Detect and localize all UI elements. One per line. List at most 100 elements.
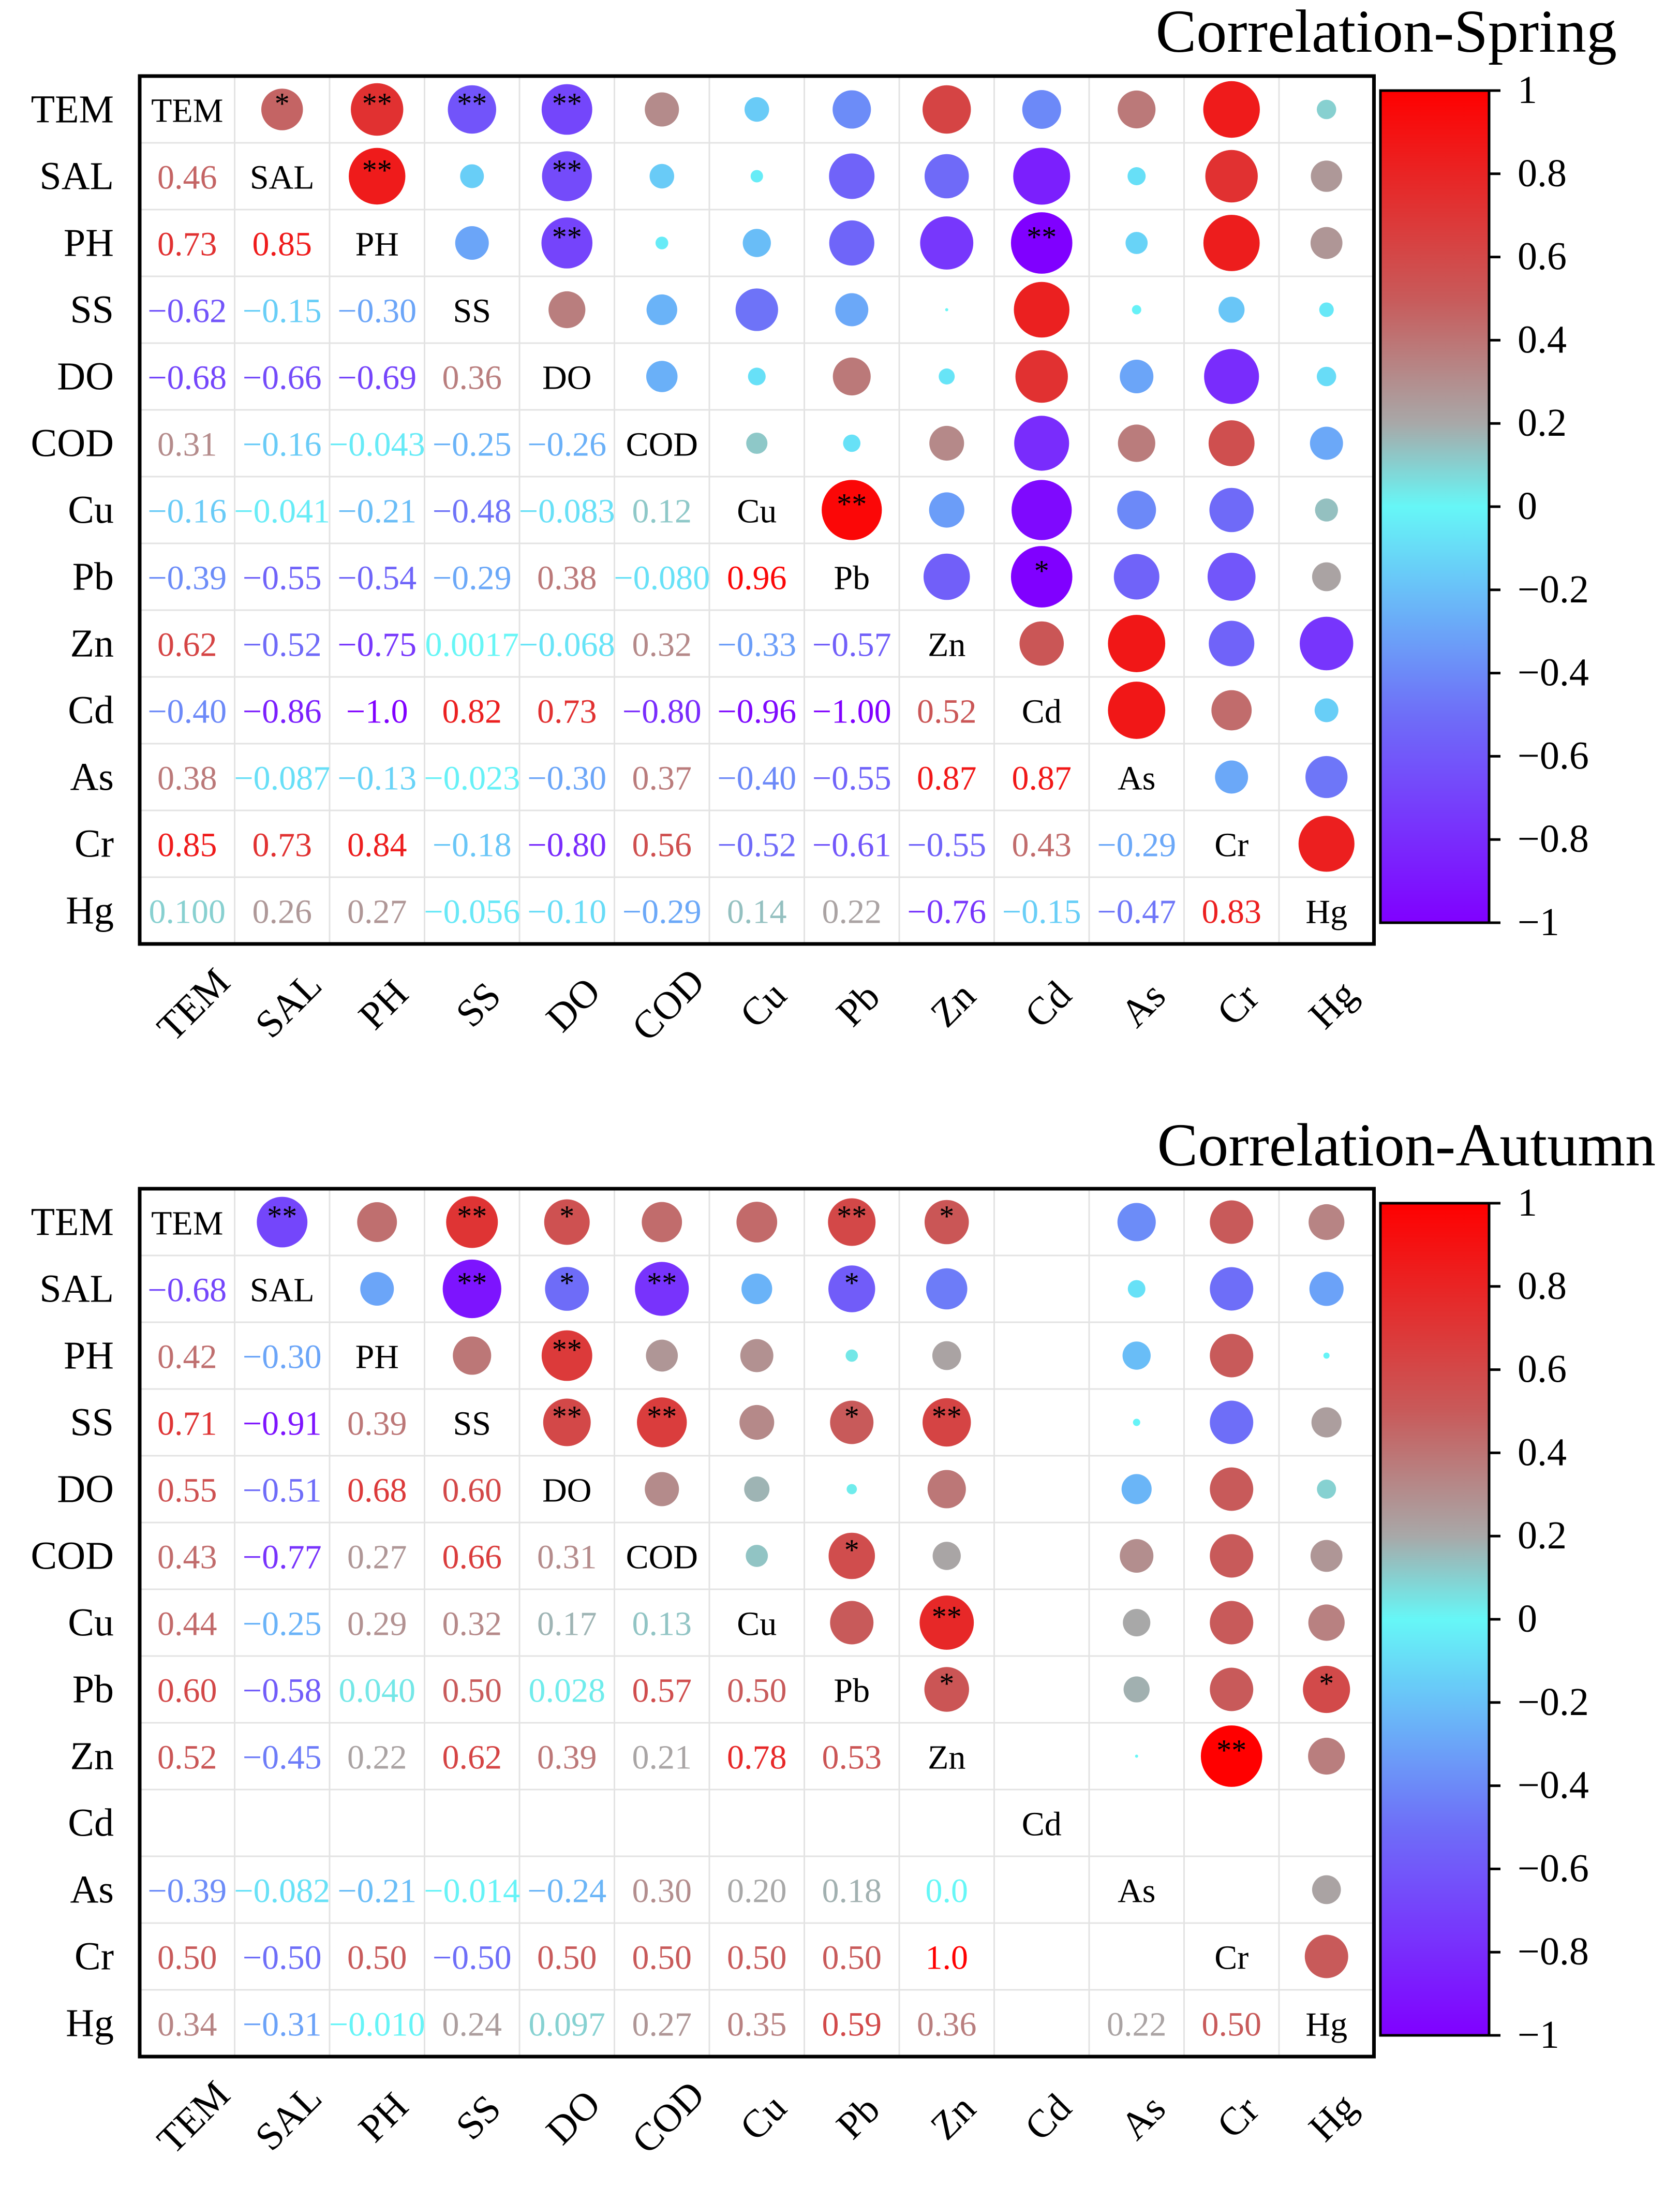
column-label: Pb	[828, 2087, 888, 2147]
correlation-circle	[929, 425, 964, 461]
correlation-value: 0.43	[1012, 826, 1072, 864]
significance-marker: **	[552, 1400, 582, 1433]
column-label: Cu	[732, 973, 795, 1036]
correlation-value: 0.20	[727, 1872, 787, 1910]
correlation-circle	[442, 1259, 501, 1319]
correlation-circle	[360, 1272, 394, 1306]
matrix-frame	[138, 74, 1376, 946]
grid	[140, 1189, 1374, 2057]
correlation-value: 0.62	[157, 626, 217, 664]
column-label: TEM	[149, 960, 239, 1050]
significance-marker: *	[1319, 1667, 1334, 1701]
correlation-value: 0.83	[1202, 893, 1262, 931]
correlation-value: 0.36	[442, 359, 502, 397]
correlation-value: 0.56	[632, 826, 692, 864]
correlation-circle	[822, 480, 882, 540]
correlation-value: 0.78	[727, 1739, 787, 1777]
colorbar-tick-label: 0.8	[1518, 152, 1567, 195]
correlation-value: 0.36	[917, 2006, 977, 2044]
correlation-circle	[545, 1267, 589, 1311]
correlation-value: −0.30	[243, 1338, 322, 1376]
correlation-value: −0.52	[717, 826, 796, 864]
correlation-circle	[1117, 1203, 1156, 1242]
correlation-circle	[740, 1339, 774, 1372]
correlation-circle	[446, 1196, 498, 1248]
row-label: As	[70, 756, 114, 799]
column-label: DO	[538, 2082, 609, 2153]
correlation-circle	[932, 1341, 961, 1370]
correlation-value: −0.39	[147, 559, 227, 597]
correlation-value: −0.13	[337, 760, 417, 797]
correlation-circle	[646, 361, 678, 392]
correlation-circle	[1310, 1540, 1343, 1572]
correlation-value: −0.50	[433, 1939, 512, 1977]
spring-correlation-panel: Correlation-Spring * ** ** **** **** *****TEM…	[31, 0, 1617, 1050]
correlation-circle	[1014, 416, 1069, 471]
correlation-value: −0.54	[337, 559, 417, 597]
correlation-value: 0.22	[1107, 2006, 1167, 2044]
correlation-circle	[1127, 167, 1146, 186]
column-label: SAL	[247, 2076, 330, 2159]
correlation-circle	[541, 217, 593, 269]
correlation-value: 0.22	[822, 893, 882, 931]
diagonal-label: SAL	[250, 1272, 315, 1309]
correlation-circle	[1118, 90, 1156, 129]
row-label: PH	[64, 1334, 114, 1378]
correlation-value: 0.60	[442, 1472, 502, 1510]
correlation-value: 0.100	[149, 893, 226, 931]
correlation-value: −0.068	[519, 626, 615, 664]
diagonal-label: Hg	[1305, 2006, 1347, 2044]
correlation-value: −0.50	[243, 1939, 322, 1977]
correlation-value: 0.59	[822, 2006, 882, 2044]
correlation-value: 0.66	[442, 1539, 502, 1576]
column-label: TEM	[149, 2073, 239, 2162]
correlation-circle	[832, 90, 871, 129]
correlation-value: −0.48	[433, 493, 512, 530]
correlation-circle	[828, 1532, 875, 1579]
correlation-value: −0.29	[622, 893, 702, 931]
significance-marker: **	[457, 87, 487, 121]
correlation-value: −0.083	[519, 493, 615, 530]
correlation-value: −0.80	[527, 826, 606, 864]
correlation-value: −0.10	[527, 893, 606, 931]
correlation-circle	[924, 154, 969, 199]
correlation-value: 0.30	[632, 1872, 692, 1910]
correlation-value: 0.39	[347, 1405, 407, 1443]
row-label: As	[70, 1868, 114, 1912]
colorbar-tick-label: −0.8	[1518, 817, 1589, 861]
correlation-value: 0.0017	[425, 626, 519, 664]
correlation-value: −0.58	[243, 1672, 322, 1710]
correlation-value: −0.61	[812, 826, 891, 864]
correlation-value: −0.66	[243, 359, 322, 397]
significance-marker: **	[362, 154, 392, 187]
correlation-circle	[939, 368, 955, 385]
diagonal-label: SAL	[250, 159, 315, 197]
correlation-value: 0.96	[727, 559, 787, 597]
significance-marker: *	[1034, 554, 1049, 588]
significance-marker: **	[552, 1333, 582, 1367]
significance-marker: **	[647, 1266, 677, 1300]
correlation-value: 0.27	[347, 1539, 407, 1576]
correlation-circle	[542, 151, 592, 201]
correlation-circle	[1208, 420, 1255, 466]
correlation-circle	[1210, 1601, 1254, 1645]
correlation-circle	[453, 1336, 492, 1375]
column-label: SS	[448, 974, 509, 1036]
correlation-value: 0.84	[347, 826, 407, 864]
colorbar-tick-label: 0.2	[1518, 1514, 1567, 1557]
column-label: Cd	[1017, 2086, 1080, 2149]
correlation-value: −0.010	[329, 2006, 425, 2044]
significance-marker: *	[559, 1200, 574, 1233]
correlation-value: 0.57	[632, 1672, 692, 1710]
correlation-circle	[829, 220, 874, 266]
row-label: Pb	[72, 1668, 114, 1711]
correlation-circle	[1316, 366, 1336, 387]
correlation-circle	[1316, 99, 1336, 120]
correlation-circle	[1215, 760, 1248, 794]
correlation-circle	[349, 147, 406, 205]
correlation-circle	[541, 1330, 592, 1381]
correlation-value: −0.21	[337, 1872, 417, 1910]
colorbar-tick-label: 0.6	[1518, 1348, 1567, 1391]
colorbar-tick-label: 0.4	[1518, 318, 1567, 361]
correlation-circle	[835, 293, 869, 327]
